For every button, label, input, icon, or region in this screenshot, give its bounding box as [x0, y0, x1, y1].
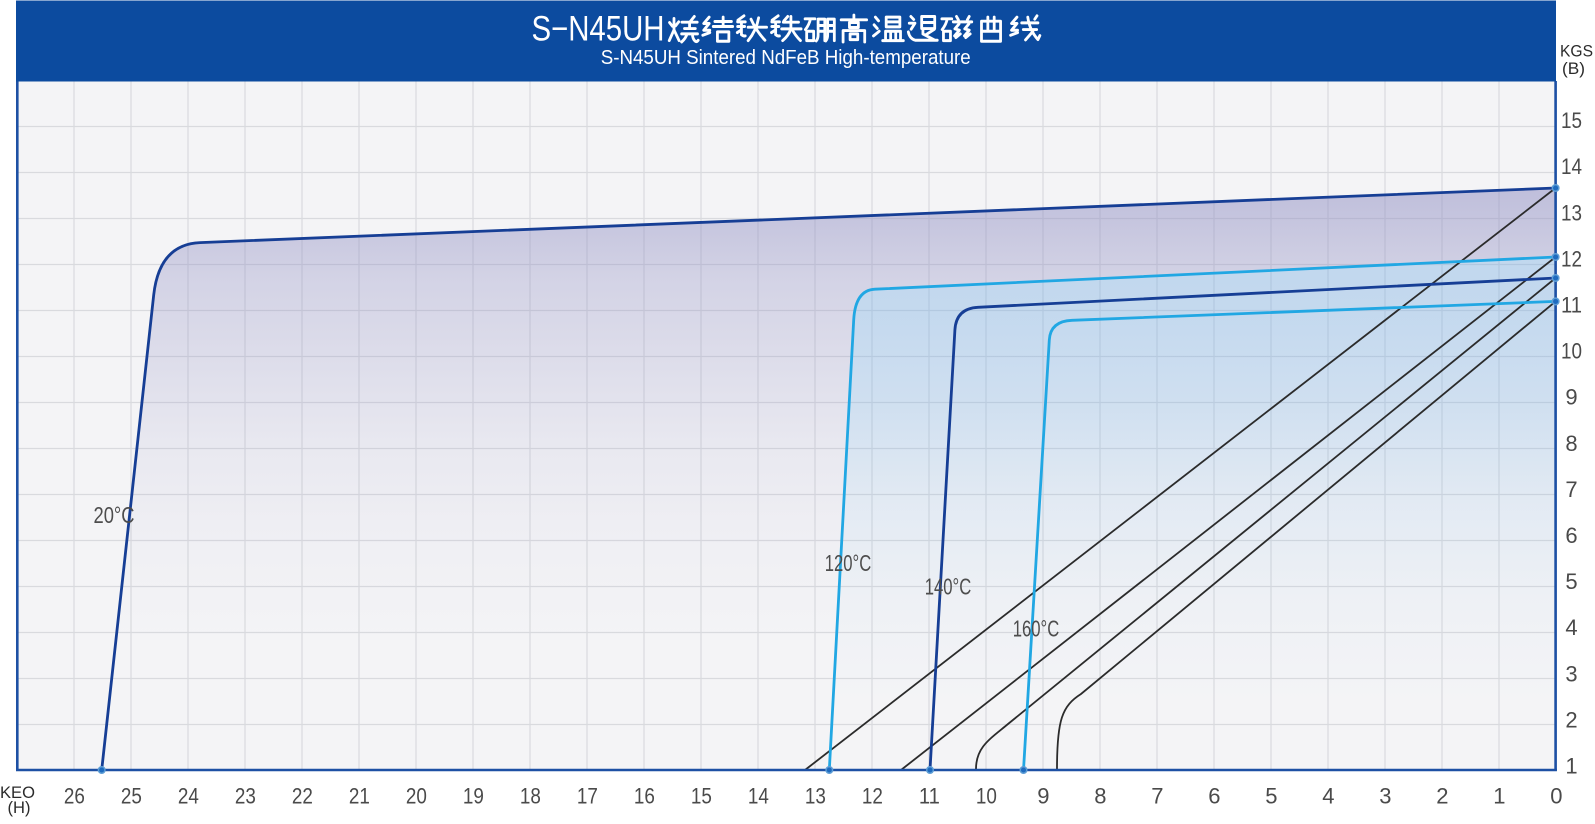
svg-text:15: 15: [691, 784, 712, 809]
svg-text:15: 15: [1561, 108, 1582, 133]
svg-text:140°C: 140°C: [925, 574, 972, 600]
svg-text:21: 21: [349, 784, 370, 809]
svg-text:5: 5: [1565, 569, 1577, 594]
svg-text:10: 10: [976, 784, 997, 809]
svg-text:(B): (B): [1562, 59, 1585, 78]
svg-text:26: 26: [64, 784, 85, 809]
svg-text:(H): (H): [8, 798, 31, 817]
svg-text:KGS: KGS: [1560, 42, 1593, 61]
svg-text:120°C: 120°C: [825, 550, 872, 576]
svg-text:S-N45UH Sintered NdFeB High-te: S-N45UH Sintered NdFeB High-temperature: [601, 46, 971, 69]
svg-text:1: 1: [1493, 784, 1505, 809]
svg-text:20: 20: [406, 784, 427, 809]
svg-text:22: 22: [292, 784, 313, 809]
svg-text:19: 19: [463, 784, 484, 809]
svg-text:10: 10: [1561, 339, 1582, 364]
svg-text:24: 24: [178, 784, 199, 809]
svg-text:5: 5: [1265, 784, 1277, 809]
svg-text:9: 9: [1565, 385, 1577, 410]
svg-text:3: 3: [1565, 661, 1577, 686]
svg-text:2: 2: [1436, 784, 1448, 809]
svg-text:13: 13: [805, 784, 826, 809]
svg-text:6: 6: [1565, 523, 1577, 548]
svg-text:3: 3: [1379, 784, 1391, 809]
svg-text:13: 13: [1561, 200, 1582, 225]
svg-text:11: 11: [919, 784, 940, 809]
svg-text:17: 17: [577, 784, 598, 809]
svg-text:23: 23: [235, 784, 256, 809]
svg-text:11: 11: [1561, 293, 1582, 318]
svg-text:12: 12: [862, 784, 883, 809]
svg-text:25: 25: [121, 784, 142, 809]
svg-text:8: 8: [1565, 431, 1577, 456]
svg-text:12: 12: [1561, 246, 1582, 271]
svg-text:8: 8: [1094, 784, 1106, 809]
svg-text:18: 18: [520, 784, 541, 809]
svg-text:160°C: 160°C: [1013, 616, 1060, 642]
svg-text:16: 16: [634, 784, 655, 809]
svg-text:6: 6: [1208, 784, 1220, 809]
svg-text:KEO: KEO: [0, 783, 35, 802]
svg-text:4: 4: [1565, 615, 1577, 640]
svg-text:7: 7: [1151, 784, 1163, 809]
svg-text:4: 4: [1322, 784, 1334, 809]
svg-text:20°C: 20°C: [94, 502, 135, 528]
svg-text:14: 14: [1561, 154, 1582, 179]
svg-text:7: 7: [1565, 477, 1577, 502]
svg-text:14: 14: [748, 784, 769, 809]
svg-text:2: 2: [1565, 707, 1577, 732]
svg-text:0: 0: [1550, 784, 1562, 809]
svg-text:S−N45UH: S−N45UH: [532, 9, 665, 49]
svg-text:1: 1: [1565, 754, 1577, 779]
svg-text:9: 9: [1037, 784, 1049, 809]
